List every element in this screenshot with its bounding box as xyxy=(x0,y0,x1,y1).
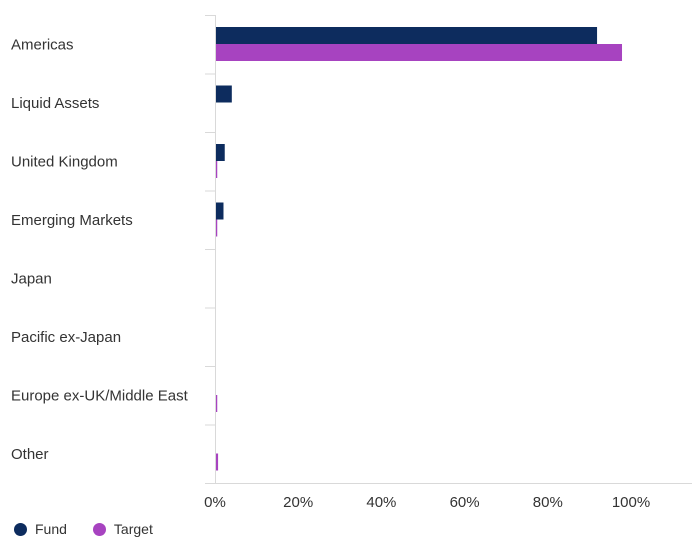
category-label: Emerging Markets xyxy=(11,212,133,229)
category-label: Europe ex-UK/Middle East xyxy=(11,387,189,404)
category-label: Japan xyxy=(11,270,52,287)
category-label: Liquid Assets xyxy=(11,95,99,112)
bar-target xyxy=(216,395,218,412)
category-label: Americas xyxy=(11,36,74,53)
x-tick-label: 40% xyxy=(366,494,396,511)
legend-swatch-fund xyxy=(14,522,27,536)
bar-target xyxy=(216,161,218,178)
category-label: Pacific ex-Japan xyxy=(11,329,121,346)
bar-fund xyxy=(216,202,224,220)
legend-label-target: Target xyxy=(113,521,153,537)
x-tick-label: 60% xyxy=(450,494,480,511)
x-tick-label: 100% xyxy=(612,494,650,511)
x-tick-label: 0% xyxy=(204,494,226,511)
legend-item-fund: Fund xyxy=(14,521,67,537)
legend-swatch-target xyxy=(92,522,106,536)
bar-target xyxy=(216,453,219,471)
bar-target xyxy=(216,219,218,237)
x-tick-label: 80% xyxy=(533,494,563,511)
bar-fund xyxy=(216,27,598,44)
bar-fund xyxy=(216,144,225,161)
x-tick-label: 20% xyxy=(283,494,313,511)
bar-target xyxy=(216,44,623,61)
category-label: Other xyxy=(11,446,49,463)
legend: Fund Target xyxy=(14,521,179,537)
category-label: United Kingdom xyxy=(11,153,118,170)
legend-item-target: Target xyxy=(92,521,153,537)
bar-fund xyxy=(216,85,232,103)
legend-label-fund: Fund xyxy=(35,521,67,537)
